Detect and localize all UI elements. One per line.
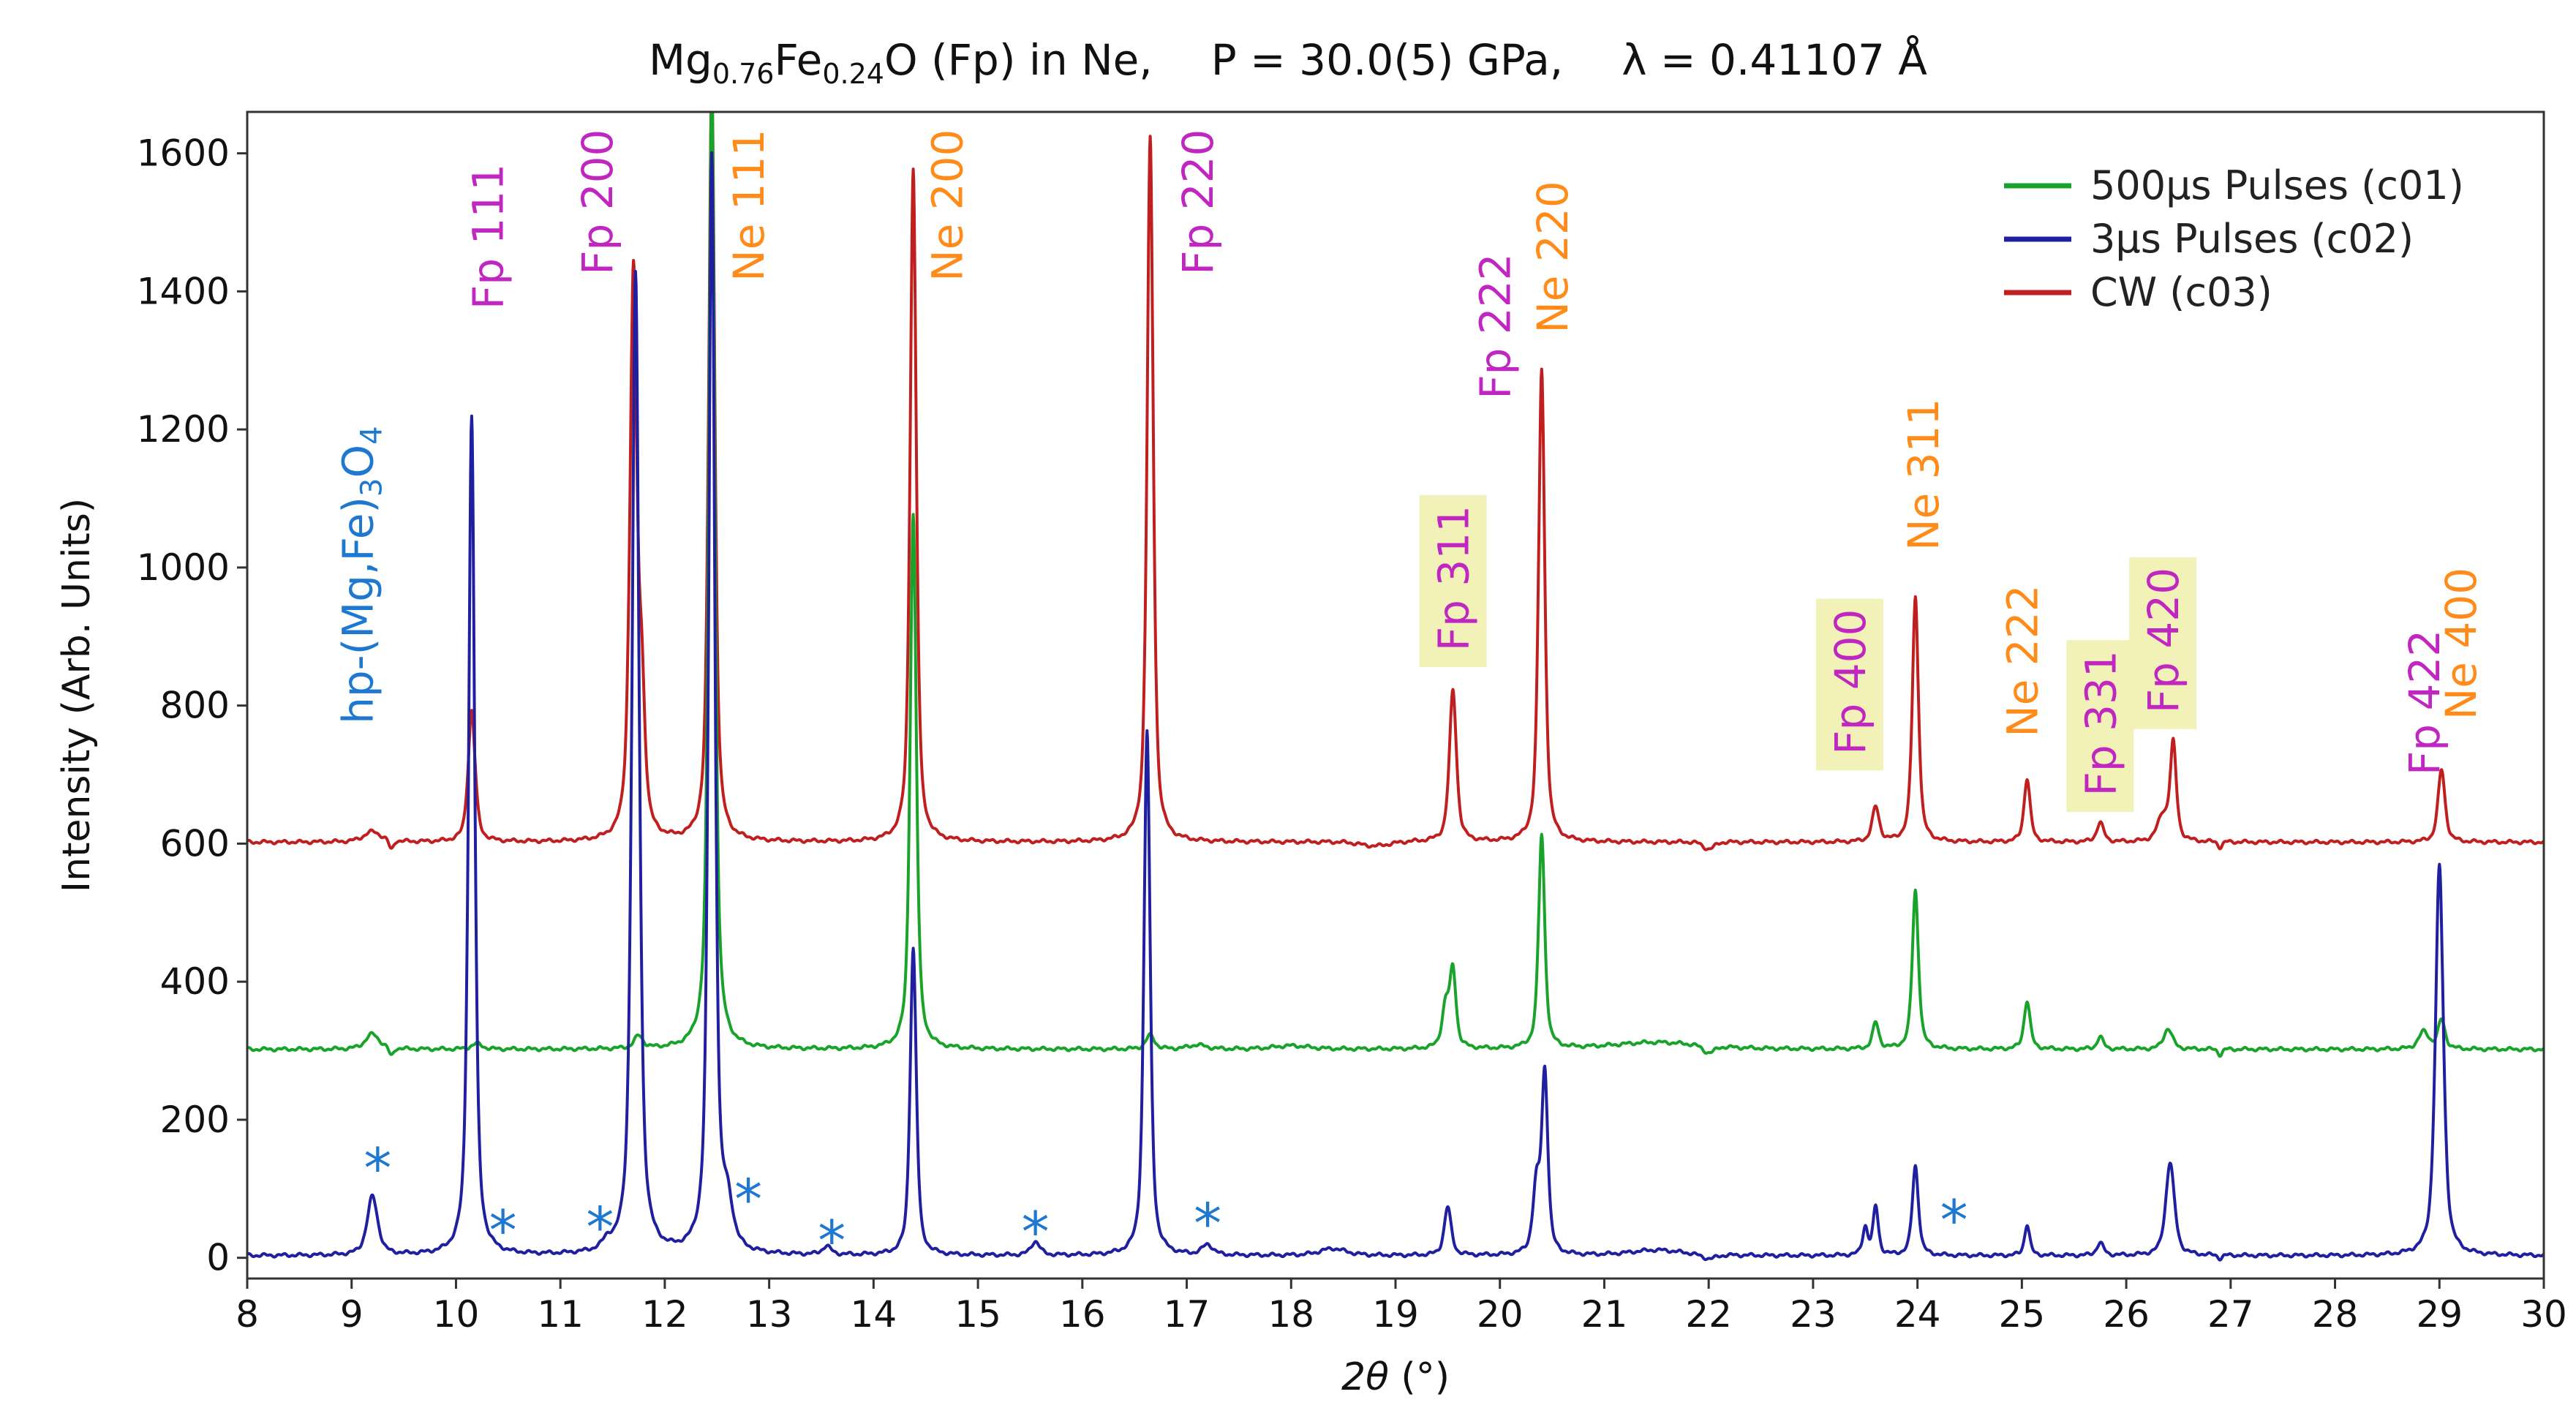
asterisk-marker: * bbox=[818, 1208, 846, 1273]
asterisk-marker: * bbox=[1022, 1199, 1050, 1264]
label-highlight bbox=[1419, 494, 1487, 667]
x-tick-label: 17 bbox=[1164, 1293, 1210, 1336]
titles: 2θ (°) Intensity (Arb. Units) Mg0.76Fe0.24… bbox=[55, 34, 1927, 1399]
x-tick-label: 30 bbox=[2520, 1293, 2567, 1336]
peak-label: Fp 400 bbox=[1826, 609, 1875, 755]
peak-label: Ne 200 bbox=[922, 129, 972, 282]
x-tick-label: 18 bbox=[1268, 1293, 1314, 1336]
peak-label: Ne 220 bbox=[1528, 181, 1578, 333]
label-highlight bbox=[2066, 640, 2134, 813]
asterisk-marker: * bbox=[1194, 1191, 1221, 1256]
y-tick-label: 1400 bbox=[137, 270, 230, 312]
peak-label: Fp 200 bbox=[573, 129, 622, 275]
y-tick-label: 800 bbox=[160, 685, 230, 727]
x-tick-label: 12 bbox=[641, 1293, 688, 1336]
x-tick-label: 8 bbox=[236, 1293, 259, 1336]
series-line-2 bbox=[247, 151, 2544, 1262]
x-tick-label: 16 bbox=[1059, 1293, 1106, 1336]
peak-label: Fp 422 bbox=[2400, 630, 2449, 775]
peak-label: Ne 311 bbox=[1899, 399, 1948, 551]
legend-label: 3μs Pulses (c02) bbox=[2090, 216, 2414, 262]
y-tick-label: 1200 bbox=[137, 408, 230, 451]
x-tick-label: 29 bbox=[2416, 1293, 2463, 1336]
x-tick-label: 20 bbox=[1477, 1293, 1524, 1336]
x-tick-label: 13 bbox=[746, 1293, 793, 1336]
chart-title: Mg0.76Fe0.24O (Fp) in Ne, P = 30.0(5) GPa… bbox=[649, 34, 1927, 90]
series-lines bbox=[247, 112, 2544, 1262]
asterisk-marker: * bbox=[1940, 1187, 1968, 1252]
y-tick-label: 600 bbox=[160, 822, 230, 865]
y-tick-label: 400 bbox=[160, 960, 230, 1003]
highlight-boxes bbox=[1419, 494, 2197, 813]
x-tick-label: 9 bbox=[340, 1293, 364, 1336]
peak-label: Fp 311 bbox=[1429, 505, 1479, 651]
label-highlight bbox=[2129, 557, 2197, 729]
x-tick-label: 27 bbox=[2207, 1293, 2254, 1336]
x-axis-title: 2θ (°) bbox=[1341, 1355, 1450, 1399]
peak-label: Ne 222 bbox=[1997, 584, 2047, 737]
asterisk-marker: * bbox=[364, 1136, 391, 1201]
y-axis-title: Intensity (Arb. Units) bbox=[55, 498, 99, 892]
peak-label: Ne 111 bbox=[724, 129, 774, 282]
y-tick-label: 1000 bbox=[137, 546, 230, 589]
series-line-0 bbox=[247, 112, 2544, 851]
x-tick-label: 23 bbox=[1790, 1293, 1837, 1336]
y-tick-label: 1600 bbox=[137, 132, 230, 175]
y-tick-label: 200 bbox=[160, 1099, 230, 1141]
peak-label: Fp 331 bbox=[2076, 650, 2125, 796]
peak-label: Ne 400 bbox=[2436, 568, 2486, 720]
x-tick-label: 25 bbox=[1999, 1293, 2046, 1336]
y-tick-label: 0 bbox=[206, 1237, 230, 1279]
legend-label: CW (c03) bbox=[2090, 269, 2272, 315]
x-tick-label: 26 bbox=[2103, 1293, 2150, 1336]
peak-label: Fp 111 bbox=[463, 164, 513, 309]
legend: 500μs Pulses (c01) 3μs Pulses (c02) CW (c0… bbox=[2004, 162, 2464, 315]
x-tick-label: 21 bbox=[1581, 1293, 1628, 1336]
legend-label: 500μs Pulses (c01) bbox=[2090, 162, 2464, 208]
asterisk-marker: * bbox=[586, 1194, 614, 1260]
asterisk-marker: * bbox=[734, 1167, 762, 1232]
series-line-1 bbox=[247, 112, 2544, 1058]
x-tick-label: 19 bbox=[1372, 1293, 1419, 1336]
x-tick-label: 10 bbox=[433, 1293, 480, 1336]
x-tick-label: 28 bbox=[2312, 1293, 2359, 1336]
phase-label: hp-(Mg,Fe)3O4 bbox=[334, 426, 389, 724]
label-highlight bbox=[1815, 598, 1883, 771]
peak-label: Fp 220 bbox=[1173, 129, 1223, 275]
x-tick-label: 24 bbox=[1894, 1293, 1941, 1336]
asterisk-marker: * bbox=[489, 1197, 517, 1262]
x-tick-label: 15 bbox=[954, 1293, 1001, 1336]
x-tick-label: 11 bbox=[537, 1293, 584, 1336]
peak-label: Fp 420 bbox=[2139, 568, 2188, 713]
axis-ticks: 8 9 10 11 12 13 14 15 16 17 18 19 20 21 22 23 24 25 26 27 28… bbox=[137, 132, 2567, 1336]
x-tick-label: 22 bbox=[1685, 1293, 1732, 1336]
peak-label: Fp 222 bbox=[1471, 253, 1521, 399]
x-tick-label: 14 bbox=[851, 1293, 897, 1336]
